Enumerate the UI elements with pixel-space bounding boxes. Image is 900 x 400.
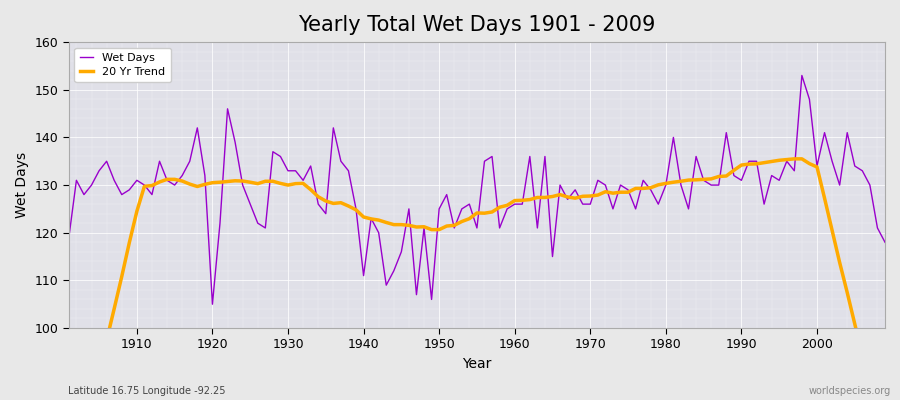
- Title: Yearly Total Wet Days 1901 - 2009: Yearly Total Wet Days 1901 - 2009: [298, 15, 655, 35]
- Text: worldspecies.org: worldspecies.org: [809, 386, 891, 396]
- Legend: Wet Days, 20 Yr Trend: Wet Days, 20 Yr Trend: [75, 48, 171, 82]
- Text: Latitude 16.75 Longitude -92.25: Latitude 16.75 Longitude -92.25: [68, 386, 225, 396]
- Wet Days: [796, 73, 807, 78]
- Wet Days: [207, 302, 218, 307]
- 20 Yr Trend: [789, 156, 800, 161]
- Wet Days: [298, 178, 309, 183]
- Wet Days: [879, 240, 890, 245]
- Wet Days: [343, 168, 354, 173]
- X-axis label: Year: Year: [463, 357, 491, 371]
- 20 Yr Trend: [600, 189, 611, 194]
- 20 Yr Trend: [336, 200, 346, 205]
- 20 Yr Trend: [290, 181, 301, 186]
- Wet Days: [608, 206, 618, 211]
- Wet Days: [124, 188, 135, 192]
- 20 Yr Trend: [509, 198, 520, 203]
- Wet Days: [509, 202, 520, 206]
- Wet Days: [517, 202, 527, 206]
- 20 Yr Trend: [502, 203, 513, 208]
- Y-axis label: Wet Days: Wet Days: [15, 152, 29, 218]
- Wet Days: [63, 235, 74, 240]
- 20 Yr Trend: [124, 240, 135, 245]
- Line: Wet Days: Wet Days: [68, 76, 885, 304]
- Line: 20 Yr Trend: 20 Yr Trend: [68, 159, 885, 400]
